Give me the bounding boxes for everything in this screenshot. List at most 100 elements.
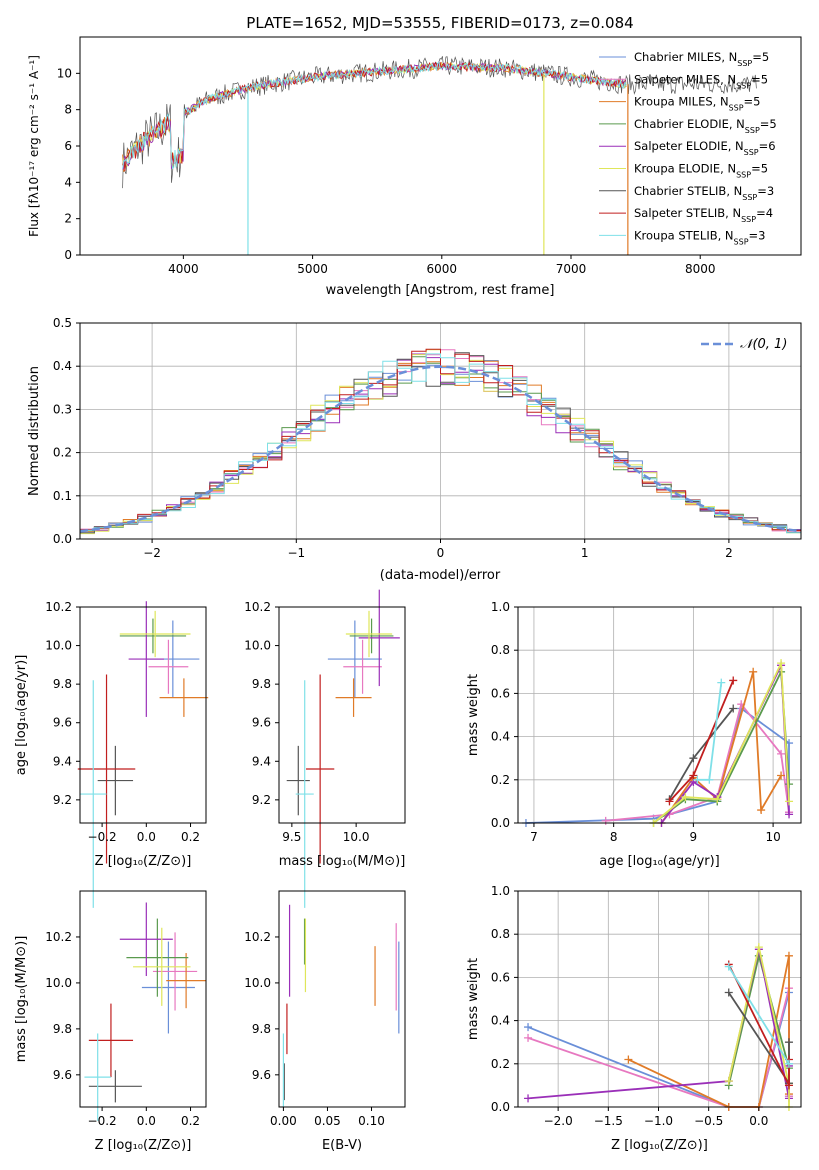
age_vs_Z-panel: −0.2 0.0 0.2 9.2 9.4 9.6 9.8 10.0 10.2 Z [log₁₀(Z…	[14, 600, 209, 908]
y-tick-label: 9.8	[252, 677, 271, 691]
weight-marker	[693, 775, 702, 784]
normal-reference-curve	[79, 365, 802, 533]
age_vs_mass-xlabel: mass [log₁₀(M/M⊙)]	[279, 854, 406, 869]
spectrum-line	[122, 61, 627, 173]
weight-marker	[757, 806, 766, 815]
residuals-ticks: −2 −1 0 1 2 0.0 0.1 0.2 0.3 0.4 0.5	[53, 316, 733, 560]
spectrum-line	[122, 56, 757, 189]
mass_vs_Z-ylabel: mass [log₁₀(M/M⊙)]	[14, 936, 29, 1063]
residual-histogram	[80, 348, 801, 531]
figure-title: PLATE=1652, MJD=53555, FIBERID=0173, z=0…	[246, 14, 633, 32]
y-tick-label: 10.2	[244, 600, 271, 614]
residual-histogram	[80, 352, 801, 534]
spectrum-line	[122, 61, 627, 170]
weight-line	[605, 702, 790, 822]
y-tick-label: 9.4	[252, 754, 271, 768]
x-tick-label: 1	[581, 546, 589, 560]
y-tick-label: 10.0	[45, 639, 72, 653]
residuals-histograms	[80, 348, 801, 535]
weight-line	[727, 966, 790, 1065]
weight_vs_age-ylabel: mass weight	[466, 674, 481, 756]
y-tick-label: 9.4	[53, 754, 72, 768]
y-tick-label: 1.0	[491, 600, 510, 614]
age_vs_Z-xlabel: Z [log₁₀(Z/Z⊙)]	[95, 854, 192, 869]
legend-label: Salpeter MILES, NSSP=5	[634, 72, 768, 90]
weight-marker	[724, 1077, 733, 1086]
spectrum-panel: 4000 5000 6000 7000 8000 0 2 4 6 8 10 wavelength […	[27, 36, 802, 298]
legend-label: Salpeter STELIB, NSSP=4	[634, 206, 773, 224]
weight-marker	[754, 943, 763, 952]
y-tick-label: 0.6	[491, 970, 510, 984]
y-tick-label: 2	[64, 212, 72, 226]
spectrum-line	[122, 61, 627, 172]
y-tick-label: 10.2	[45, 600, 72, 614]
weight-line	[525, 706, 790, 824]
weight-marker	[729, 704, 738, 713]
legend-label: Chabrier ELODIE, NSSP=5	[634, 117, 777, 134]
x-tick-label: 0.2	[181, 830, 200, 844]
legend-label: Kroupa MILES, NSSP=5	[634, 95, 760, 113]
x-tick-label: −2	[143, 546, 161, 560]
legend-label: Salpeter ELODIE, NSSP=6	[634, 139, 776, 157]
spectrum-ticks: 4000 5000 6000 7000 8000 0 2 4 6 8 10	[57, 66, 716, 276]
weight-marker	[749, 667, 758, 676]
residuals-ylabel: Normed distribution	[27, 366, 42, 496]
y-tick-label: 0.4	[491, 730, 510, 744]
y-tick-label: 0.0	[53, 532, 72, 546]
legend-label: Kroupa ELODIE, NSSP=5	[634, 162, 768, 180]
y-tick-label: 10.2	[244, 930, 271, 944]
mass_vs_Z-xlabel: Z [log₁₀(Z/Z⊙)]	[95, 1138, 192, 1153]
weight_vs_Z-xlabel: Z [log₁₀(Z/Z⊙)]	[611, 1138, 708, 1153]
y-tick-label: 0.4	[491, 1014, 510, 1028]
x-tick-label: −2.0	[544, 1114, 573, 1128]
y-tick-label: 4	[64, 175, 72, 189]
x-tick-label: 9.5	[282, 830, 301, 844]
weight-marker	[784, 1081, 793, 1090]
legend-label: Kroupa STELIB, NSSP=3	[634, 228, 765, 246]
x-tick-label: −1.0	[644, 1114, 673, 1128]
y-tick-label: 0.8	[491, 927, 510, 941]
y-tick-label: 10	[57, 66, 72, 80]
spectrum-legend: Chabrier MILES, NSSP=5 Salpeter MILES, NS…	[599, 50, 777, 246]
y-tick-label: 0.0	[491, 1100, 510, 1114]
y-tick-label: 6	[64, 139, 72, 153]
x-tick-label: 0.0	[137, 1114, 156, 1128]
spectrum-line	[122, 61, 627, 170]
weight-marker	[524, 1094, 533, 1103]
weight-marker	[624, 1055, 633, 1064]
weight-marker	[689, 754, 698, 763]
x-tick-label: 5000	[297, 262, 328, 276]
weight-line	[697, 682, 723, 781]
weight-marker	[777, 749, 786, 758]
y-tick-label: 9.8	[252, 1022, 271, 1036]
y-tick-label: 0.1	[53, 489, 72, 503]
weight-marker	[665, 797, 674, 806]
parameter-panels: −0.2 0.0 0.2 9.2 9.4 9.6 9.8 10.0 10.2 Z [log₁₀(Z…	[14, 589, 802, 1153]
legend-label: Chabrier STELIB, NSSP=3	[634, 184, 774, 202]
x-tick-label: 0.0	[749, 1114, 768, 1128]
mass_vs_EBV-axes	[278, 890, 406, 1108]
weight_vs_age-axes	[517, 606, 802, 824]
y-tick-label: 10.0	[244, 976, 271, 990]
weight-marker	[785, 810, 794, 819]
y-tick-label: 0.6	[491, 686, 510, 700]
x-tick-label: 0.00	[270, 1114, 297, 1128]
spectrum-xlabel: wavelength [Angstrom, rest frame]	[326, 283, 555, 298]
x-tick-label: 10.0	[343, 830, 370, 844]
residuals-panel: −2 −1 0 1 2 0.0 0.1 0.2 0.3 0.4 0.5 (data-model)/e…	[27, 316, 802, 583]
y-tick-label: 0.0	[491, 816, 510, 830]
x-tick-label: −1.5	[594, 1114, 623, 1128]
x-tick-label: 0	[437, 546, 445, 560]
y-tick-label: 9.6	[252, 716, 271, 730]
weight-marker	[784, 1059, 793, 1068]
x-tick-label: 7000	[556, 262, 587, 276]
mass_vs_Z-panel: −0.2 0.0 0.2 9.6 9.8 10.0 10.2 Z [log₁₀(Z/Z⊙)] m…	[14, 890, 207, 1153]
y-tick-label: 0.5	[53, 316, 72, 330]
age_vs_Z-ylabel: age [log₁₀(age/yr)]	[14, 655, 29, 776]
x-tick-label: 8	[610, 830, 618, 844]
mass_vs_EBV-xlabel: E(B-V)	[322, 1138, 362, 1153]
y-tick-label: 0.2	[491, 1057, 510, 1071]
y-tick-label: 9.6	[252, 1068, 271, 1082]
y-tick-label: 9.6	[53, 1068, 72, 1082]
weight_vs_age-xlabel: age [log₁₀(age/yr)]	[599, 854, 720, 869]
